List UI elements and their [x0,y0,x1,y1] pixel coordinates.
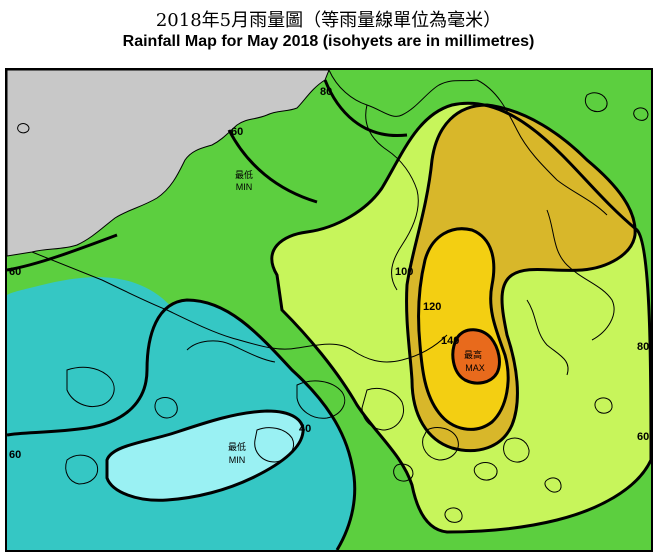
label-60-right: 60 [637,431,649,443]
isohyet-40-min [105,409,305,502]
label-120: 120 [423,301,441,313]
label-40: 40 [299,423,311,435]
min-bottom-label-en: MIN [229,455,246,465]
band-max [452,329,500,384]
label-60-bottom-left: 60 [9,449,21,461]
max-label-zh: 最高 [464,349,482,360]
label-60-top: 60 [231,126,243,138]
min-top-label-en: MIN [236,182,253,192]
label-140: 140 [441,335,459,347]
isohyet-120 [417,227,510,431]
max-label-en: MAX [465,363,485,373]
isohyet-60-left [7,233,118,272]
isohyet-60-top [227,129,318,204]
isohyet-100 [405,103,637,453]
isohyets [7,79,651,550]
isohyet-140 [451,328,501,385]
isohyet-80-top [323,79,408,138]
band-min-40 [107,411,304,501]
rainfall-map-svg: 80 60 60 60 40 100 120 140 80 60 最低 MIN … [7,70,651,550]
min-top-label-zh: 最低 [235,169,253,180]
label-80-right: 80 [637,341,649,353]
label-100: 100 [395,266,413,278]
title-english: Rainfall Map for May 2018 (isohyets are … [122,33,535,50]
coastline [17,70,649,523]
rainfall-map: 80 60 60 60 40 100 120 140 80 60 最低 MIN … [5,68,653,552]
isohyet-40-60-lobe [7,298,357,550]
isohyet-80 [270,101,651,534]
band-40-60-lobe [7,300,355,550]
label-60-left: 60 [9,266,21,278]
title-chinese: 2018年5月雨量圖（等雨量線單位為毫米） [155,10,502,31]
label-80-top: 80 [320,86,332,98]
outside-territory [7,70,330,257]
min-bottom-label-zh: 最低 [228,441,246,452]
